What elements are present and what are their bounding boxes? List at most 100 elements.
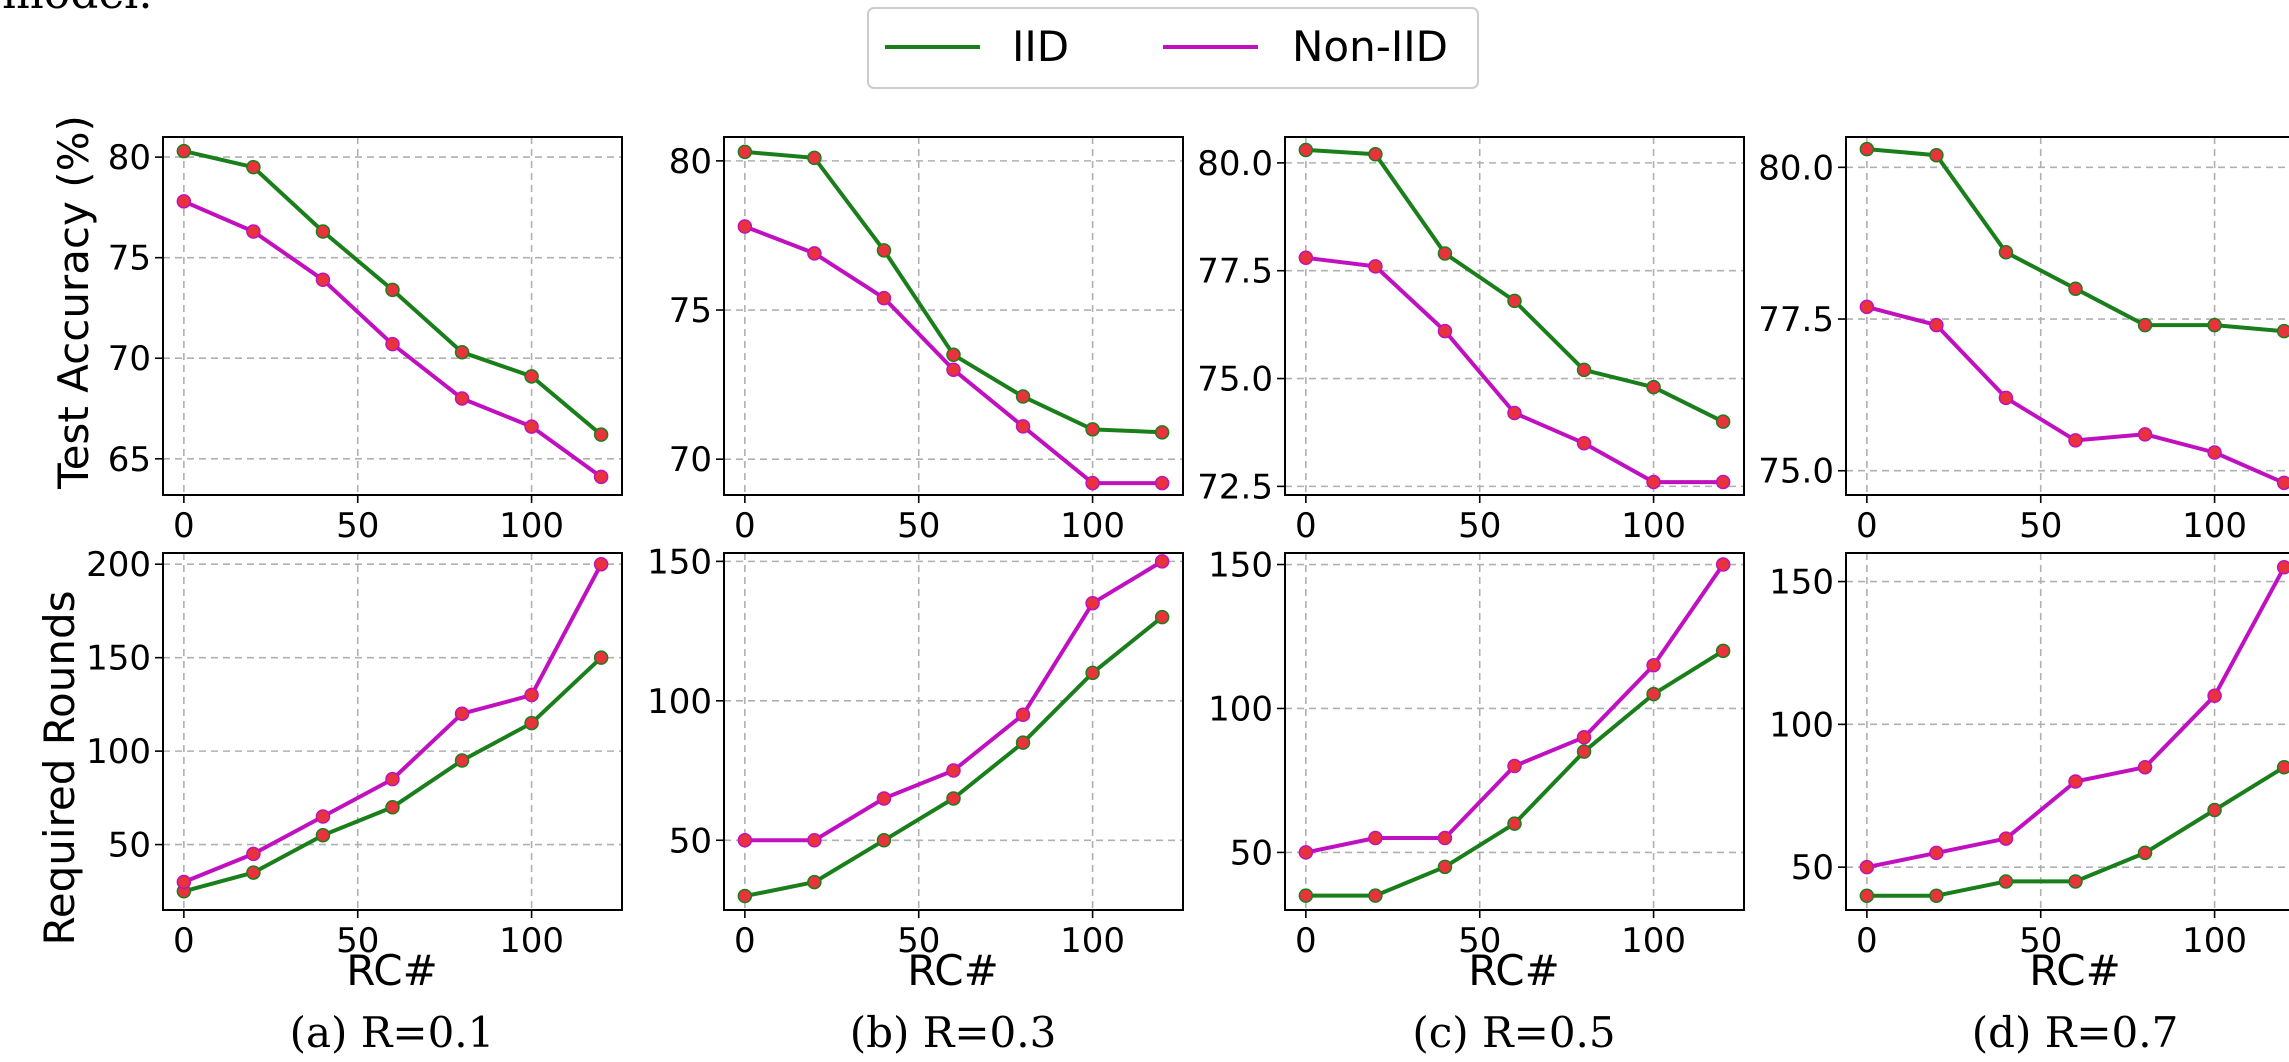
- y-tick-label: 80.0: [1758, 148, 1834, 188]
- data-point-iid: [1998, 245, 2014, 260]
- data-point-iid: [524, 715, 539, 731]
- data-point-iid: [1085, 665, 1100, 681]
- y-tick-label: 200: [86, 545, 151, 585]
- data-point-iid: [315, 224, 331, 239]
- data-point-iid: [1154, 609, 1170, 625]
- y-tick-label: 150: [86, 639, 151, 679]
- y-tick-label: 50: [1230, 833, 1273, 873]
- data-point-iid: [1015, 735, 1031, 750]
- caption-c: (c) R=0.5: [1412, 1008, 1615, 1057]
- subplot-c-accuracy: 72.5 75.0 77.5 80.0 0 50 100: [1197, 136, 1745, 546]
- data-point-non-iid: [2276, 560, 2289, 575]
- x-tick-label: 100: [1060, 506, 1125, 546]
- y-tick-label: 50: [1791, 848, 1834, 888]
- y-tick-label: 75: [108, 239, 151, 279]
- data-point-iid: [2137, 317, 2153, 333]
- y-tick-label: 70: [108, 339, 151, 379]
- legend-label-non-iid: Non-IID: [1292, 22, 1448, 71]
- x-tick-label: 0: [734, 506, 756, 546]
- x-tick-label: 0: [173, 921, 195, 961]
- subplot-b-rounds: 50 100 150 0 50 100: [647, 542, 1184, 961]
- data-point-non-iid: [1929, 317, 1944, 333]
- y-tick-label: 100: [1208, 689, 1273, 729]
- data-point-iid: [1437, 859, 1453, 875]
- x-tick-label: 100: [1621, 506, 1686, 546]
- data-point-non-iid: [2207, 688, 2222, 704]
- data-point-iid: [1507, 293, 1522, 309]
- x-tick-label: 0: [1856, 506, 1878, 546]
- data-point-non-iid: [1368, 259, 1383, 274]
- x-tick-label: 50: [2019, 921, 2062, 961]
- y-tick-label: 50: [108, 826, 151, 866]
- data-point-non-iid: [1437, 830, 1453, 846]
- subplot-b-accuracy: 70 75 80 0 50 100: [669, 136, 1184, 546]
- data-point-iid: [454, 753, 470, 768]
- x-tick-label: 50: [336, 921, 379, 961]
- data-point-non-iid: [315, 272, 331, 288]
- plot-frame: [1284, 136, 1745, 496]
- x-tick-label: 100: [1060, 921, 1125, 961]
- data-point-non-iid: [946, 362, 961, 377]
- x-tick-label: 50: [2019, 506, 2062, 546]
- data-point-iid: [2276, 323, 2289, 339]
- data-point-iid: [1576, 362, 1592, 378]
- subplot-d-rounds: 50 100 150 0 50 100: [1769, 552, 2289, 961]
- plot-background: [724, 137, 1183, 495]
- data-point-iid: [1998, 874, 2014, 889]
- data-point-non-iid: [1085, 595, 1100, 611]
- data-point-iid: [2068, 281, 2083, 296]
- cut-off-text: model.: [2, 0, 152, 19]
- x-tick-label: 0: [734, 921, 756, 961]
- data-point-non-iid: [176, 194, 192, 209]
- data-point-non-iid: [2276, 475, 2289, 491]
- data-point-iid: [1368, 888, 1383, 903]
- data-point-non-iid: [1154, 554, 1170, 569]
- x-tick-label: 50: [336, 506, 379, 546]
- data-point-non-iid: [2207, 445, 2222, 460]
- data-point-iid: [1576, 744, 1592, 759]
- data-point-iid: [1085, 422, 1100, 437]
- data-point-iid: [593, 427, 609, 442]
- y-tick-label: 100: [647, 682, 712, 722]
- data-point-non-iid: [1298, 250, 1314, 266]
- plot-background: [724, 553, 1183, 910]
- data-point-iid: [2276, 759, 2289, 775]
- data-point-non-iid: [315, 809, 331, 824]
- y-tick-label: 100: [1769, 705, 1834, 745]
- data-point-non-iid: [1859, 859, 1875, 875]
- data-point-non-iid: [876, 791, 892, 806]
- y-tick-label: 77.5: [1197, 252, 1273, 292]
- x-tick-label: 0: [1856, 921, 1878, 961]
- data-point-iid: [1154, 425, 1170, 440]
- subplot-a-rounds: 50 100 150 200 0 50 100: [86, 545, 623, 961]
- data-point-iid: [385, 282, 400, 298]
- plot-frame: [162, 552, 623, 911]
- data-point-iid: [2137, 845, 2153, 861]
- data-point-non-iid: [1646, 474, 1661, 490]
- data-point-iid: [2207, 317, 2222, 333]
- data-point-non-iid: [1507, 405, 1522, 421]
- data-point-iid: [315, 827, 331, 843]
- data-point-iid: [1929, 888, 1944, 903]
- y-tick-label: 75: [669, 291, 712, 331]
- subplot-a-accuracy: 65 70 75 80 0 50 100: [108, 136, 623, 546]
- data-point-non-iid: [1015, 707, 1031, 723]
- data-point-non-iid: [807, 833, 822, 848]
- caption-a: (a) R=0.1: [290, 1008, 495, 1057]
- y-tick-label: 72.5: [1197, 467, 1273, 507]
- data-point-non-iid: [1298, 845, 1314, 860]
- data-point-non-iid: [385, 336, 400, 352]
- y-tick-label: 75.0: [1758, 452, 1834, 492]
- y-tick-label: 77.5: [1758, 300, 1834, 340]
- data-point-non-iid: [1015, 419, 1031, 434]
- y-axis-label-rounds: Required Rounds: [35, 590, 84, 945]
- y-tick-label: 100: [86, 732, 151, 772]
- data-point-iid: [1298, 888, 1314, 903]
- plot-frame: [1284, 552, 1745, 911]
- plot-frame: [1845, 552, 2289, 911]
- data-point-iid: [1646, 686, 1661, 702]
- data-point-iid: [1015, 389, 1031, 404]
- plot-background: [1285, 137, 1744, 495]
- data-point-iid: [1715, 643, 1731, 659]
